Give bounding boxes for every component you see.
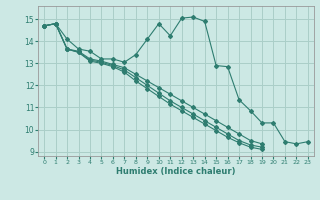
X-axis label: Humidex (Indice chaleur): Humidex (Indice chaleur) xyxy=(116,167,236,176)
